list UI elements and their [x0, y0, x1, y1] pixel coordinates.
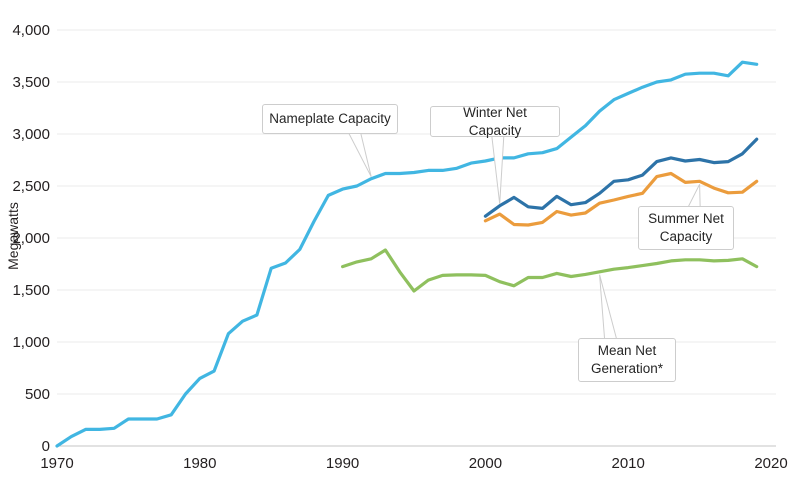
x-axis-tick-label: 1990 — [326, 455, 359, 472]
callout-summer-net-capacity: Summer Net Capacity — [638, 206, 734, 250]
callout-label: Summer Net Capacity — [648, 211, 724, 244]
callout-mean-net-generation: Mean Net Generation* — [578, 338, 676, 382]
y-axis-tick-label: 3,500 — [12, 74, 50, 91]
series-line-winter-net-capacity — [483, 137, 759, 218]
y-axis-tick-label: 2,000 — [12, 230, 50, 247]
callout-winter-net-capacity: Winter Net Capacity — [430, 104, 560, 138]
y-axis-title: Megawatts — [5, 202, 21, 270]
callout-pointer — [347, 132, 372, 177]
series-line-summer-net-capacity — [483, 171, 759, 227]
y-axis-tick-label: 500 — [25, 386, 50, 403]
x-axis-tick-label: 2020 — [754, 455, 787, 472]
y-axis-tick-label: 1,000 — [12, 334, 50, 351]
y-axis-tick-label: 0 — [42, 438, 50, 455]
series-line-mean-net-generation — [341, 248, 759, 293]
x-axis-tick-label: 2010 — [612, 455, 645, 472]
callout-nameplate-capacity: Nameplate Capacity — [262, 104, 398, 134]
callout-pointer — [599, 274, 618, 340]
x-axis-tick-label: 1980 — [183, 455, 216, 472]
x-axis-tick-label: 1970 — [40, 455, 73, 472]
y-axis-tick-label: 4,000 — [12, 22, 50, 39]
x-axis-tick-label: 2000 — [469, 455, 502, 472]
callout-pointer — [491, 135, 505, 204]
y-axis-tick-label: 3,000 — [12, 126, 50, 143]
series-line-nameplate-capacity — [55, 60, 759, 448]
callout-label: Winter Net Capacity — [463, 104, 527, 138]
y-axis-tick-label: 1,500 — [12, 282, 50, 299]
callout-label: Mean Net Generation* — [590, 343, 664, 376]
callout-pointer — [687, 184, 701, 208]
callout-label: Nameplate Capacity — [269, 111, 391, 127]
y-axis-tick-label: 2,500 — [12, 178, 50, 195]
